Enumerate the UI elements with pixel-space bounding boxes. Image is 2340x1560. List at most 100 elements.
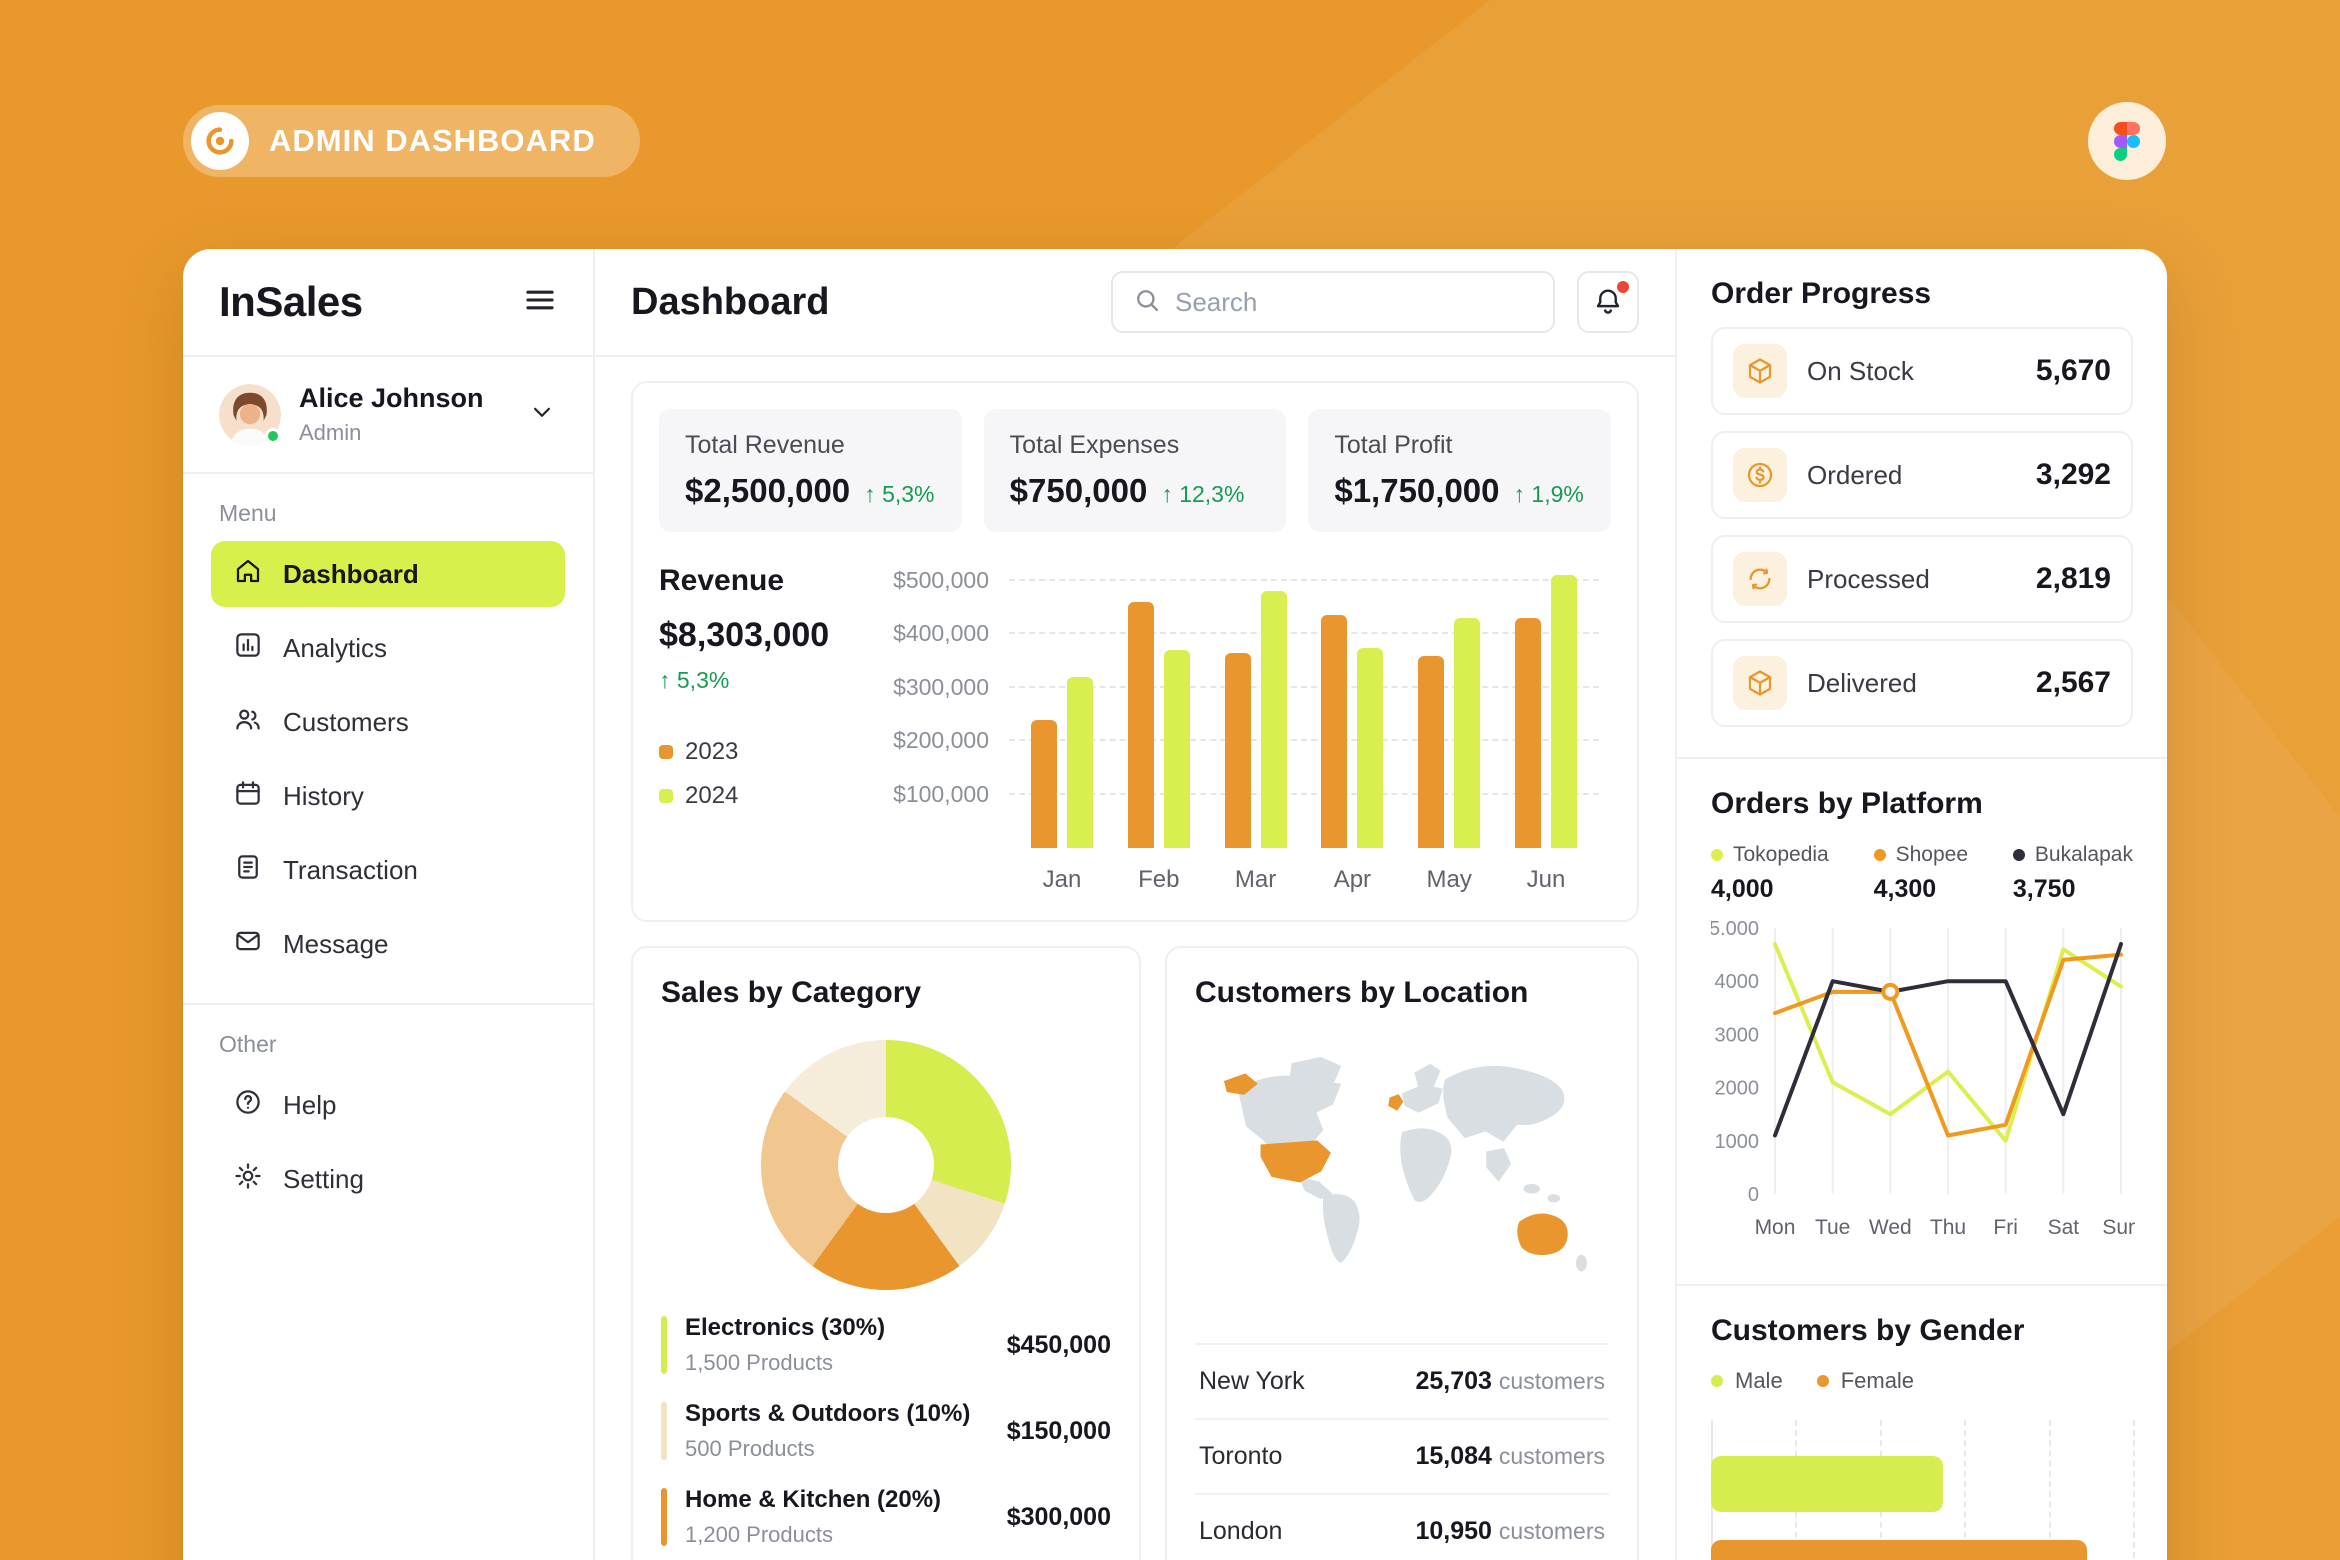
location-count-suffix: customers — [1498, 1443, 1605, 1469]
sidebar-item-customers[interactable]: Customers — [211, 689, 565, 755]
gender-gridline — [2133, 1420, 2135, 1560]
category-amount: $300,000 — [1006, 1502, 1111, 1531]
legend-item-female: Female — [1816, 1368, 1914, 1394]
sidebar-divider — [183, 1003, 593, 1005]
card-title: Sales by Category — [661, 976, 922, 1009]
legend-label: Male — [1735, 1368, 1783, 1393]
location-row-toronto[interactable]: Toronto 15,084 customers — [1195, 1418, 1609, 1493]
legend-label: 2024 — [685, 782, 739, 809]
package-icon — [1733, 656, 1787, 710]
sidebar-item-setting[interactable]: Setting — [211, 1146, 565, 1212]
revenue-bar-2023 — [1321, 615, 1348, 848]
category-products: 1,200 Products — [685, 1522, 833, 1547]
sidebar-item-label: Setting — [283, 1163, 364, 1194]
search-box[interactable] — [1111, 271, 1555, 333]
map-region-australia — [1517, 1213, 1568, 1256]
sidebar-item-message[interactable]: Message — [211, 911, 565, 977]
location-row-london[interactable]: London 10,950 customers — [1195, 1493, 1609, 1560]
location-row-new-york[interactable]: New York 25,703 customers — [1195, 1343, 1609, 1418]
legend-value: 4,000 — [1711, 875, 1774, 903]
arrow-up-icon: ↑ — [864, 481, 876, 507]
map-region-united-kingdom — [1388, 1094, 1404, 1111]
legend-color-dot — [1711, 849, 1723, 861]
revenue-month-group: Apr — [1321, 564, 1384, 894]
gender-gridline — [1964, 1420, 1967, 1560]
revenue-chart-section: Revenue $8,303,000 ↑ 5,3% 2023 2024 — [659, 564, 1611, 894]
category-products: 500 Products — [685, 1436, 815, 1461]
section-title: Customers by Gender — [1711, 1314, 2025, 1347]
stat-value: $750,000 — [1009, 472, 1148, 509]
revenue-legend: 2023 2024 — [659, 738, 859, 810]
search-icon — [1133, 286, 1161, 319]
revenue-ytick-label: $100,000 — [893, 780, 989, 807]
legend-label: Shopee — [1895, 843, 1969, 866]
legend-color-dot — [1711, 1375, 1723, 1387]
search-input[interactable] — [1175, 286, 1533, 318]
revenue-month-group: Mar — [1224, 564, 1287, 894]
order-progress-value: 5,670 — [2035, 354, 2111, 387]
category-row-sports: Sports & Outdoors (10%) 500 Products $15… — [661, 1400, 1111, 1462]
map-africa — [1400, 1128, 1452, 1203]
avatar — [219, 383, 281, 446]
document-icon — [233, 852, 263, 889]
notifications-button[interactable] — [1577, 271, 1639, 333]
order-progress-label: Processed — [1807, 563, 1930, 594]
map-new-zealand — [1575, 1254, 1587, 1272]
order-progress-label: Delivered — [1807, 667, 1917, 698]
chevron-down-icon[interactable] — [527, 397, 557, 432]
sales-category-donut-chart — [761, 1040, 1011, 1290]
sidebar-item-label: Dashboard — [283, 558, 419, 589]
user-name: Alice Johnson — [299, 383, 484, 413]
revenue-bar-2023 — [1127, 602, 1154, 848]
revenue-xtick-label: Jun — [1526, 866, 1566, 893]
location-city: Toronto — [1199, 1442, 1283, 1470]
order-progress-value: 2,567 — [2035, 666, 2111, 699]
revenue-ytick-label: $400,000 — [893, 620, 989, 647]
sidebar-item-transaction[interactable]: Transaction — [211, 837, 565, 903]
revenue-ytick-label: $300,000 — [893, 673, 989, 700]
order-progress-ordered[interactable]: Ordered 3,292 — [1711, 431, 2133, 519]
map-scandinavia — [1414, 1063, 1441, 1091]
sidebar-item-help[interactable]: Help — [211, 1072, 565, 1138]
section-title: Orders by Platform — [1711, 787, 1983, 820]
legend-item-2023: 2023 — [659, 738, 859, 766]
card-title: Customers by Location — [1195, 976, 1529, 1009]
customers-icon — [233, 704, 263, 741]
platform-ytick-label: 4000 — [1715, 971, 1760, 993]
platform-legend: Tokopedia 4,000 Shopee 4,300 Bukalapak 3… — [1711, 843, 2133, 904]
stat-total-revenue: Total Revenue $2,500,000 ↑ 5,3% — [659, 409, 962, 532]
stat-delta: ↑ 1,9% — [1513, 481, 1584, 507]
main-header: Dashboard — [595, 249, 1675, 357]
sidebar-other-menu: Help Setting — [183, 1072, 593, 1212]
hamburger-menu-icon[interactable] — [523, 283, 557, 322]
stat-label: Total Expenses — [1009, 431, 1180, 459]
right-panel: Order Progress On Stock 5,670 Ordered 3,… — [1675, 249, 2167, 1560]
location-count-suffix: customers — [1498, 1368, 1605, 1394]
order-progress-processed[interactable]: Processed 2,819 — [1711, 535, 2133, 623]
dollar-icon — [1733, 448, 1787, 502]
sidebar-item-analytics[interactable]: Analytics — [211, 615, 565, 681]
map-region-united-states — [1260, 1140, 1331, 1183]
stat-delta: ↑ 12,3% — [1161, 481, 1245, 507]
location-count: 15,084 — [1415, 1442, 1492, 1470]
platform-line-Bukalapak — [1773, 941, 2123, 1138]
sidebar-item-label: Message — [283, 928, 389, 959]
order-progress-on-stock[interactable]: On Stock 5,670 — [1711, 327, 2133, 415]
revenue-month-group: Jun — [1514, 564, 1577, 894]
stat-value: $1,750,000 — [1334, 472, 1500, 509]
sidebar-item-history[interactable]: History — [211, 763, 565, 829]
order-progress-delivered[interactable]: Delivered 2,567 — [1711, 639, 2133, 727]
legend-label: Tokopedia — [1733, 843, 1829, 866]
revenue-bar-2023 — [1418, 655, 1445, 848]
revenue-month-group: May — [1418, 564, 1481, 894]
user-profile[interactable]: Alice Johnson Admin — [183, 357, 593, 474]
category-color-bar — [661, 1402, 667, 1460]
legend-label: 2023 — [685, 738, 739, 765]
map-south-america — [1322, 1194, 1360, 1264]
sidebar-item-dashboard[interactable]: Dashboard — [211, 541, 565, 607]
stat-total-profit: Total Profit $1,750,000 ↑ 1,9% — [1308, 409, 1612, 532]
figma-logo-icon[interactable] — [2088, 102, 2166, 180]
revenue-bar-2024 — [1163, 650, 1190, 848]
revenue-bar-2024 — [1357, 647, 1384, 848]
category-row-electronics: Electronics (30%) 1,500 Products $450,00… — [661, 1314, 1111, 1376]
